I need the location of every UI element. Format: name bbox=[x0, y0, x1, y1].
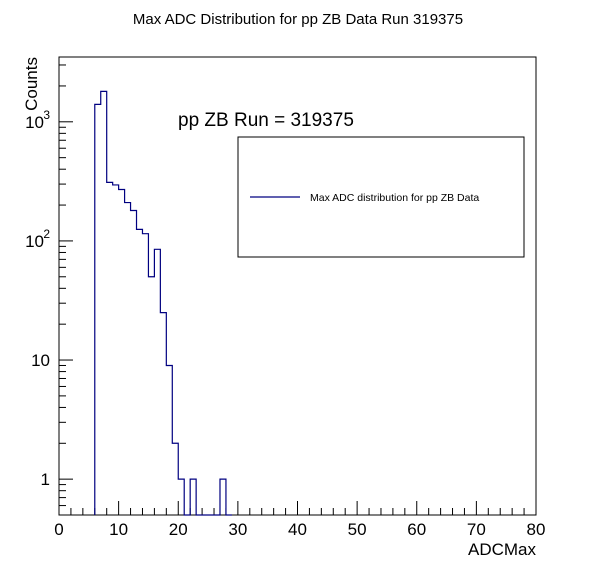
y-tick-label: 10 bbox=[31, 351, 50, 370]
x-tick-label: 30 bbox=[228, 520, 247, 539]
histogram-line bbox=[94, 90, 232, 516]
y-tick-label: 10 bbox=[25, 232, 44, 251]
x-tick-label: 60 bbox=[407, 520, 426, 539]
y-tick-label: 10 bbox=[25, 113, 44, 132]
x-tick-label: 70 bbox=[467, 520, 486, 539]
y-tick-exponent: 3 bbox=[43, 108, 50, 122]
legend-label: Max ADC distribution for pp ZB Data bbox=[310, 192, 479, 204]
y-axis-title: Counts bbox=[22, 57, 41, 111]
x-tick-label: 10 bbox=[109, 520, 128, 539]
x-tick-label: 0 bbox=[54, 520, 63, 539]
x-axis: 0 10 20 30 40 50 60 70 80 bbox=[54, 501, 545, 539]
x-tick-label: 80 bbox=[527, 520, 546, 539]
x-tick-label: 50 bbox=[348, 520, 367, 539]
y-tick-exponent: 2 bbox=[43, 227, 50, 241]
x-tick-label: 20 bbox=[169, 520, 188, 539]
x-axis-title: ADCMax bbox=[468, 540, 537, 559]
run-annotation: pp ZB Run = 319375 bbox=[178, 110, 354, 131]
x-tick-label: 40 bbox=[288, 520, 307, 539]
y-tick-label: 1 bbox=[41, 470, 50, 489]
legend: Max ADC distribution for pp ZB Data bbox=[237, 136, 525, 258]
chart-title: Max ADC Distribution for pp ZB Data Run … bbox=[133, 11, 463, 28]
